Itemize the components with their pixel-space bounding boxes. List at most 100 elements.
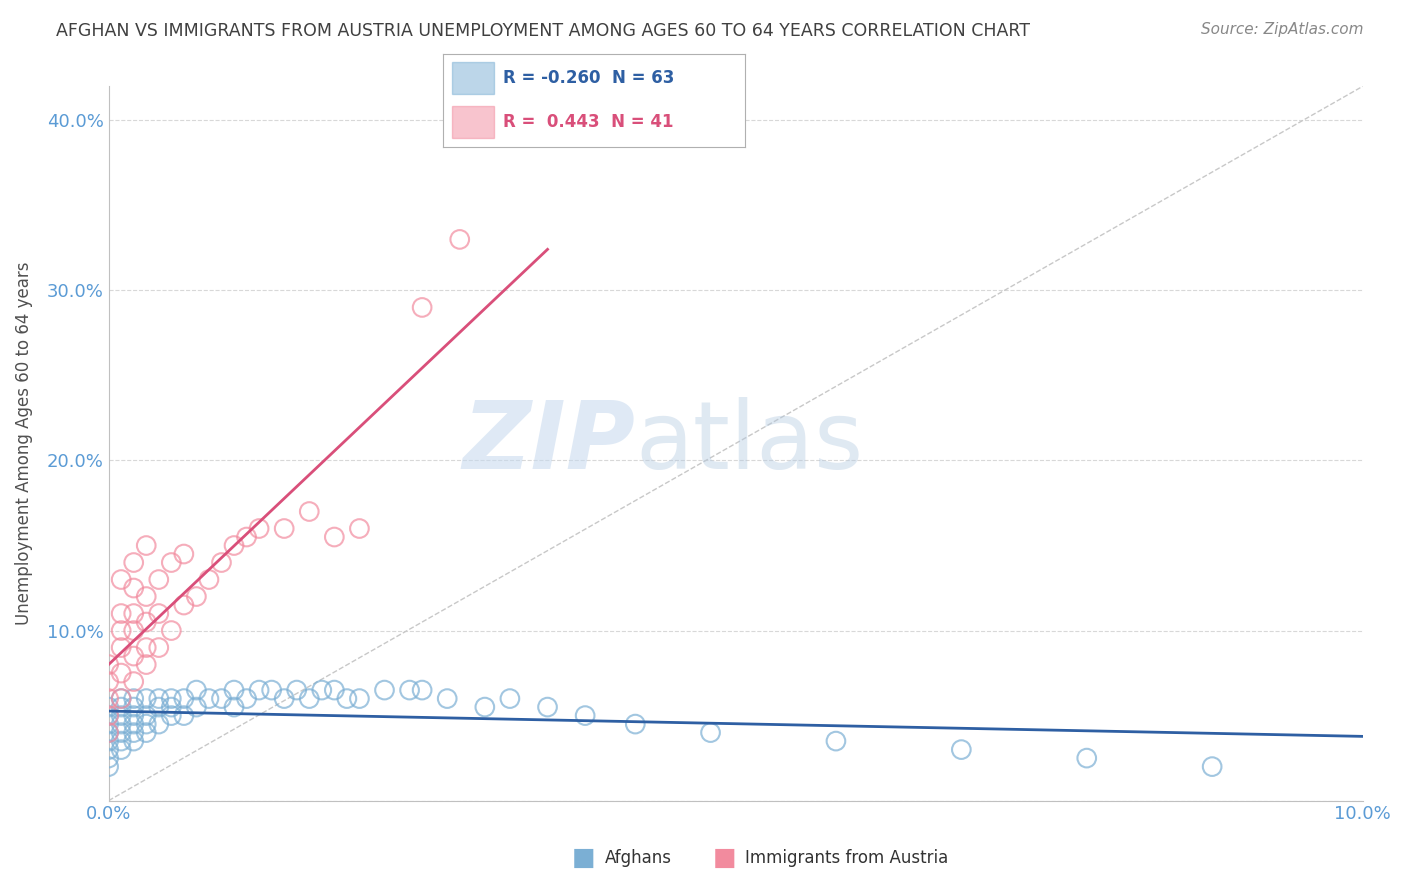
Text: AFGHAN VS IMMIGRANTS FROM AUSTRIA UNEMPLOYMENT AMONG AGES 60 TO 64 YEARS CORRELA: AFGHAN VS IMMIGRANTS FROM AUSTRIA UNEMPL… [56, 22, 1031, 40]
Point [122, 674, 145, 689]
Y-axis label: Unemployment Among Ages 60 to 64 years: Unemployment Among Ages 60 to 64 years [15, 261, 32, 625]
Point [298, 504, 321, 518]
Point [186, 683, 208, 698]
Point [122, 734, 145, 748]
Point [122, 700, 145, 714]
Point [97, 742, 120, 756]
Point [160, 624, 183, 638]
Point [148, 691, 170, 706]
Point [122, 649, 145, 664]
Point [97, 751, 120, 765]
Point [323, 530, 346, 544]
Point [222, 683, 245, 698]
Point [148, 640, 170, 655]
Point [135, 725, 157, 739]
Point [97, 708, 120, 723]
Point [122, 624, 145, 638]
Point [1201, 759, 1223, 773]
Point [160, 708, 183, 723]
Point [950, 742, 973, 756]
Point [122, 691, 145, 706]
Text: ZIP: ZIP [463, 398, 636, 490]
Bar [451, 106, 495, 138]
Text: Afghans: Afghans [605, 849, 672, 867]
Point [122, 581, 145, 595]
Point [97, 691, 120, 706]
Text: Source: ZipAtlas.com: Source: ZipAtlas.com [1201, 22, 1364, 37]
Point [148, 573, 170, 587]
Point [135, 590, 157, 604]
Point [110, 666, 132, 681]
Point [122, 725, 145, 739]
Text: Immigrants from Austria: Immigrants from Austria [745, 849, 949, 867]
Point [235, 691, 257, 706]
Point [574, 708, 596, 723]
Point [222, 539, 245, 553]
Point [273, 691, 295, 706]
Point [336, 691, 359, 706]
Point [110, 640, 132, 655]
Point [97, 674, 120, 689]
Point [311, 683, 333, 698]
Point [122, 708, 145, 723]
Point [260, 683, 283, 698]
Point [110, 624, 132, 638]
Point [122, 717, 145, 731]
Point [160, 700, 183, 714]
Point [211, 691, 233, 706]
Point [110, 742, 132, 756]
Point [97, 734, 120, 748]
Point [1076, 751, 1098, 765]
Point [825, 734, 848, 748]
Text: atlas: atlas [636, 398, 863, 490]
Point [285, 683, 308, 698]
Point [247, 522, 270, 536]
Point [323, 683, 346, 698]
Point [474, 700, 496, 714]
Point [411, 683, 433, 698]
Point [148, 700, 170, 714]
Point [135, 640, 157, 655]
Point [97, 759, 120, 773]
Point [349, 522, 371, 536]
Point [110, 717, 132, 731]
Point [97, 657, 120, 672]
Point [699, 725, 721, 739]
Point [411, 301, 433, 315]
Point [135, 539, 157, 553]
Point [273, 522, 295, 536]
Point [97, 725, 120, 739]
Point [398, 683, 420, 698]
Point [135, 615, 157, 629]
Point [148, 607, 170, 621]
Point [536, 700, 558, 714]
Point [373, 683, 395, 698]
Point [198, 691, 221, 706]
Point [211, 556, 233, 570]
Point [160, 691, 183, 706]
Point [160, 556, 183, 570]
Point [198, 573, 221, 587]
Point [247, 683, 270, 698]
Text: R = -0.260  N = 63: R = -0.260 N = 63 [503, 69, 675, 87]
Point [110, 708, 132, 723]
Bar [451, 62, 495, 94]
Point [186, 700, 208, 714]
Point [110, 700, 132, 714]
Point [235, 530, 257, 544]
Point [499, 691, 522, 706]
Point [97, 725, 120, 739]
Point [436, 691, 458, 706]
Point [173, 708, 195, 723]
Point [135, 691, 157, 706]
Point [135, 657, 157, 672]
Text: R =  0.443  N = 41: R = 0.443 N = 41 [503, 113, 673, 131]
Point [122, 556, 145, 570]
Text: ■: ■ [713, 847, 735, 870]
Point [298, 691, 321, 706]
Point [110, 607, 132, 621]
Point [173, 547, 195, 561]
Point [349, 691, 371, 706]
Point [135, 717, 157, 731]
Point [148, 717, 170, 731]
